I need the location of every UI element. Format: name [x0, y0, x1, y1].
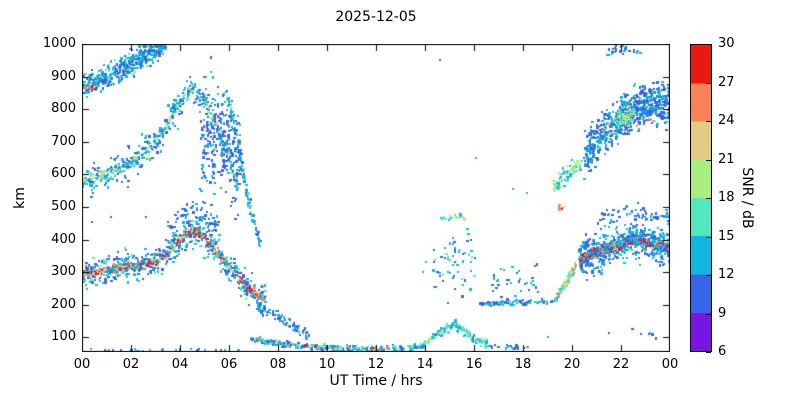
colorbar-tick: [706, 121, 711, 122]
colorbar-tick: [706, 83, 711, 84]
x-tick-label: 00: [661, 357, 679, 372]
colorbar-tick: [706, 275, 711, 276]
x-tick-label: 04: [171, 357, 189, 372]
y-axis-label: km: [12, 187, 28, 209]
colorbar-tick: [706, 198, 711, 199]
y-tick-label: 200: [51, 296, 76, 312]
colorbar-tick-label: 15: [718, 228, 735, 244]
x-tick-label: 10: [318, 357, 336, 372]
colorbar-tick: [706, 352, 711, 353]
colorbar-tick-label: 6: [718, 344, 727, 359]
x-tick-label: 08: [269, 357, 287, 372]
x-tick-label: 14: [416, 357, 434, 372]
colorbar-tick-label: 12: [718, 267, 735, 282]
y-tick-label: 300: [51, 264, 76, 280]
x-tick-label: 12: [367, 357, 385, 372]
y-tick-label: 1000: [42, 36, 76, 51]
y-tick-label: 700: [51, 133, 76, 149]
x-tick-label: 02: [122, 357, 140, 372]
colorbar-tick: [706, 44, 711, 45]
x-tick-label: 06: [220, 357, 238, 372]
x-axis-label: UT Time / hrs: [329, 373, 423, 389]
x-tick-label: 18: [514, 357, 532, 372]
colorbar-tick: [706, 160, 711, 161]
colorbar-tick: [706, 314, 711, 315]
y-tick-label: 100: [51, 329, 76, 345]
x-tick-label: 16: [465, 357, 483, 372]
colorbar-tick-label: 24: [718, 113, 735, 128]
colorbar-tick-label: 27: [718, 74, 735, 90]
colorbar-tick-label: 30: [718, 36, 735, 51]
colorbar-tick-label: 9: [718, 305, 727, 321]
x-tick-label: 00: [73, 357, 91, 372]
x-tick-label: 20: [563, 357, 581, 372]
y-tick-label: 900: [51, 68, 76, 84]
colorbar-tick-label: 21: [718, 151, 735, 167]
y-tick-label: 400: [51, 231, 76, 247]
y-tick-label: 600: [51, 166, 76, 182]
colorbar-tick: [706, 237, 711, 238]
scatter-plot-area: [82, 44, 670, 352]
y-tick-label: 800: [51, 101, 76, 117]
y-tick-label: 500: [51, 198, 76, 214]
x-tick-label: 22: [612, 357, 630, 372]
chart-title: 2025-12-05: [335, 9, 417, 25]
colorbar-tick-label: 18: [718, 190, 735, 205]
